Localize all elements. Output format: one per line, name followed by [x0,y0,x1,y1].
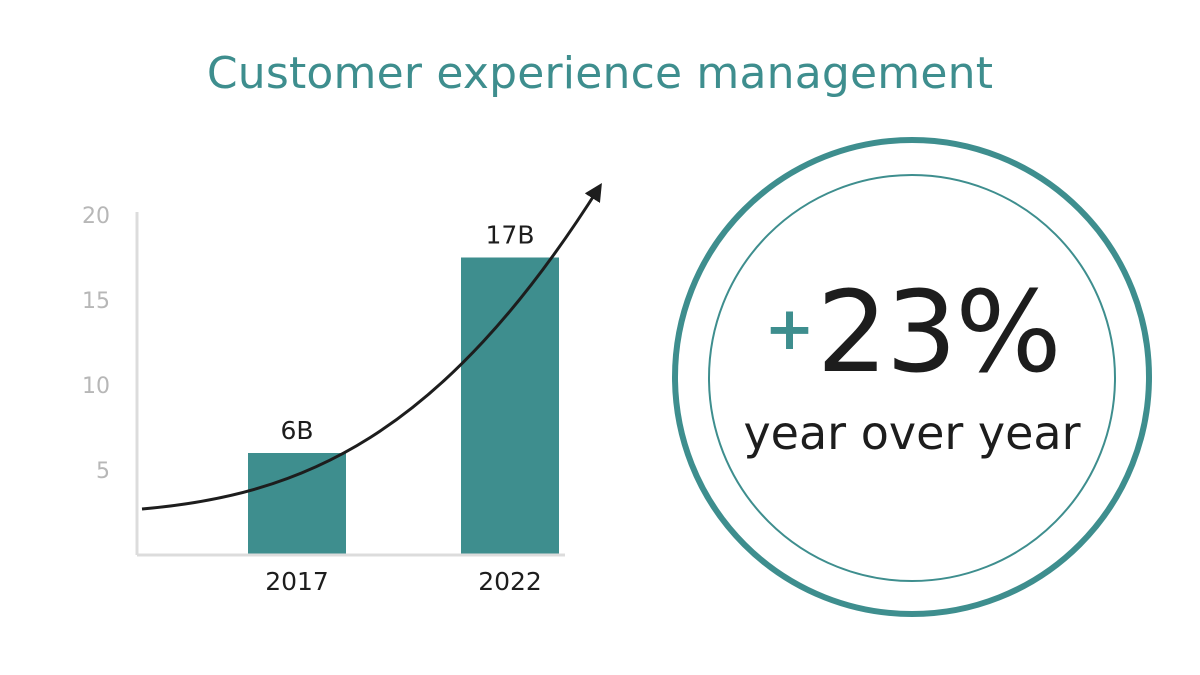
page-title: Customer experience management [206,48,994,99]
x-tick-label-2022: 2022 [478,567,542,596]
growth-badge: +23% year over year [672,137,1152,617]
growth-percentage: 23% [816,268,1062,398]
y-tick-label: 15 [82,289,110,314]
bar-chart: 5 10 15 20 6B 17B 2017 2022 [82,182,602,596]
y-axis-ticks: 5 10 15 20 [82,204,110,484]
badge-inner-ring [708,174,1116,582]
badge-outer-ring [672,137,1152,617]
bar-2017 [248,453,346,555]
bar-2022 [461,257,559,555]
growth-caption: year over year [743,406,1081,460]
growth-trend-arrow [141,182,602,511]
data-label-2017: 6B [280,416,313,445]
bars [248,257,559,555]
y-tick-label: 20 [82,204,110,229]
x-tick-label-2017: 2017 [265,567,329,596]
x-axis-labels: 2017 2022 [265,567,542,596]
data-labels: 6B 17B [280,221,534,446]
y-tick-label: 5 [96,459,110,484]
y-tick-label: 10 [82,374,110,399]
badge-stat: +23% [672,277,1152,389]
data-label-2022: 17B [486,221,535,250]
plus-icon: + [764,294,815,364]
